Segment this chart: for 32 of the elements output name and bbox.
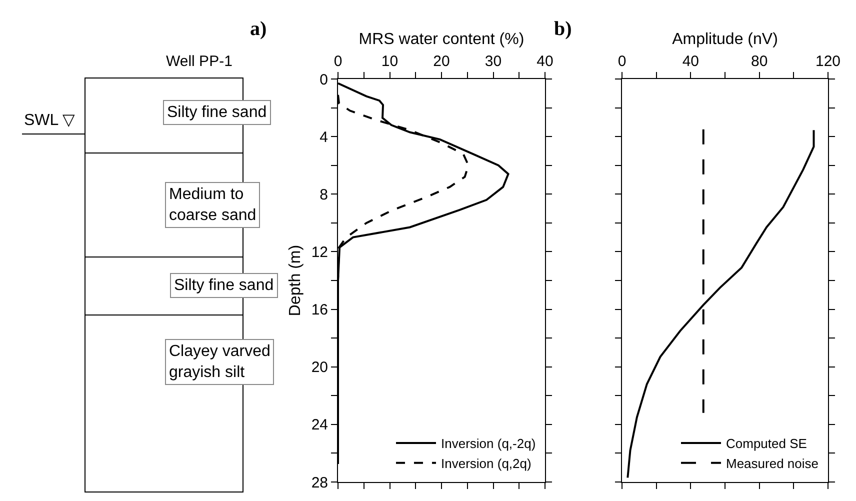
y-tick-label: 20 (311, 359, 328, 376)
x-tick-label: 30 (484, 53, 502, 70)
text: Silty fine sand (167, 104, 267, 121)
text: Clayey varved grayish silt (169, 343, 270, 381)
text: a) (250, 18, 267, 40)
text: Medium to coarse sand (169, 186, 256, 224)
x-tick-label: 10 (381, 53, 398, 70)
text: b) (554, 18, 572, 40)
x-tick-label: 40 (682, 53, 700, 70)
y-tick-label: 24 (311, 416, 328, 434)
legend-label: Computed SE (726, 436, 808, 452)
x-axis-title: MRS water content (%) (358, 30, 524, 48)
x-tick-label: 80 (750, 53, 768, 70)
y-axis-title: Depth (m) (287, 244, 304, 316)
x-axis-title: Amplitude (nV) (672, 30, 778, 48)
y-tick-label: 0 (320, 71, 328, 88)
x-tick-label: 20 (433, 53, 450, 70)
x-tick-label: 0 (334, 53, 342, 70)
x-tick-label: 40 (536, 53, 554, 70)
text: SWL ▽ (24, 112, 76, 129)
y-tick-label: 4 (320, 128, 328, 146)
y-tick-label: 28 (311, 474, 328, 492)
x-tick-label: 120 (815, 53, 841, 70)
x-tick-label: 0 (618, 53, 626, 70)
legend-label: Inversion (q,-2q) (441, 436, 536, 452)
legend-label: Inversion (q,2q) (441, 456, 532, 471)
y-tick-label: 12 (311, 244, 328, 261)
y-tick-label: 16 (311, 302, 328, 319)
legend-label: Measured noise (726, 456, 818, 471)
text: Silty fine sand (174, 277, 274, 294)
text: Well PP-1 (166, 53, 232, 70)
y-tick-label: 8 (320, 186, 328, 204)
